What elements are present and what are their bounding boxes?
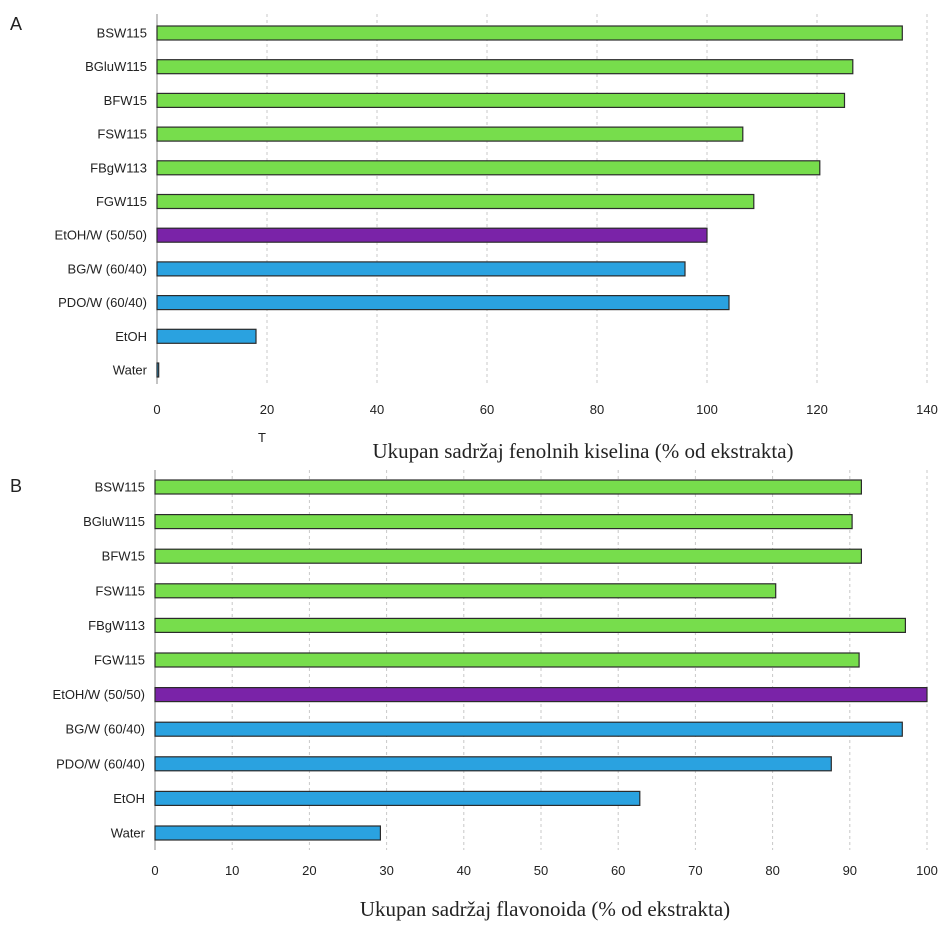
x-tick-label: 20 xyxy=(302,863,316,878)
panel-letter: A xyxy=(10,14,22,34)
chart-panel-b: BSW115 BGluW115 BFW15 FSW115 FBgW113 FGW115 Et… xyxy=(10,470,938,921)
bar xyxy=(154,479,863,495)
bar xyxy=(156,328,257,344)
category-label: FBgW113 xyxy=(90,160,147,175)
category-label: Water xyxy=(111,826,146,841)
x-tick-label: 10 xyxy=(225,863,239,878)
x-tick-label: 20 xyxy=(260,402,274,417)
x-tick-label: 60 xyxy=(611,863,625,878)
category-label: FGW115 xyxy=(96,194,147,209)
bar xyxy=(154,652,860,668)
category-label: FGW115 xyxy=(94,653,145,668)
chart-panel-a: BSW115 BGluW115 BFW15 FSW115 FBgW113 FGW115 Et… xyxy=(10,14,938,463)
x-tick-label: 0 xyxy=(153,402,160,417)
bar xyxy=(156,160,821,176)
category-label: BFW15 xyxy=(104,93,147,108)
bar xyxy=(156,362,160,378)
category-label: BGluW115 xyxy=(85,59,147,74)
x-tick-label: 90 xyxy=(843,863,857,878)
bar xyxy=(154,825,381,841)
x-tick-label: 40 xyxy=(457,863,471,878)
x-tick-label: 100 xyxy=(916,863,938,878)
x-tick-label: 140 xyxy=(916,402,938,417)
bar xyxy=(154,756,832,772)
x-tick-label: 50 xyxy=(534,863,548,878)
bar xyxy=(156,261,686,277)
category-label: EtOH/W (50/50) xyxy=(55,228,147,243)
x-tick-label: 40 xyxy=(370,402,384,417)
x-axis-title: Ukupan sadržaj flavonoida (% od ekstrakt… xyxy=(360,897,730,921)
bar xyxy=(154,583,777,599)
bar xyxy=(156,59,854,75)
hidden-label-fragment: T xyxy=(258,430,266,445)
bar xyxy=(154,721,903,737)
x-tick-label: 80 xyxy=(590,402,604,417)
category-label: PDO/W (60/40) xyxy=(58,295,147,310)
bar xyxy=(156,227,708,243)
category-label: BGluW115 xyxy=(83,514,145,529)
category-label: FSW115 xyxy=(97,127,147,142)
bar xyxy=(156,92,846,109)
category-label: FBgW113 xyxy=(88,618,145,633)
bar xyxy=(154,790,641,807)
category-label: BSW115 xyxy=(95,480,145,495)
category-label: BG/W (60/40) xyxy=(66,722,145,737)
panel-letter: B xyxy=(10,476,22,496)
category-label: BSW115 xyxy=(97,26,147,41)
category-label: PDO/W (60/40) xyxy=(56,756,145,771)
x-axis-title: Ukupan sadržaj fenolnih kiselina (% od e… xyxy=(372,439,793,463)
category-label: BFW15 xyxy=(102,549,145,564)
bar xyxy=(154,513,853,530)
bar xyxy=(154,617,907,634)
bar xyxy=(154,548,863,564)
category-label: EtOH/W (50/50) xyxy=(53,687,145,702)
bar xyxy=(156,25,903,41)
x-tick-label: 0 xyxy=(151,863,158,878)
bar xyxy=(154,686,928,703)
bar xyxy=(156,126,744,142)
category-label: Water xyxy=(113,363,148,378)
category-label: FSW115 xyxy=(95,583,145,598)
x-tick-label: 60 xyxy=(480,402,494,417)
x-tick-label: 30 xyxy=(379,863,393,878)
x-tick-label: 120 xyxy=(806,402,828,417)
category-label: EtOH xyxy=(115,329,147,344)
bar xyxy=(156,193,755,210)
category-label: BG/W (60/40) xyxy=(68,261,147,276)
x-tick-label: 80 xyxy=(765,863,779,878)
x-tick-label: 70 xyxy=(688,863,702,878)
x-tick-label: 100 xyxy=(696,402,718,417)
category-label: EtOH xyxy=(113,791,145,806)
bar xyxy=(156,295,730,311)
